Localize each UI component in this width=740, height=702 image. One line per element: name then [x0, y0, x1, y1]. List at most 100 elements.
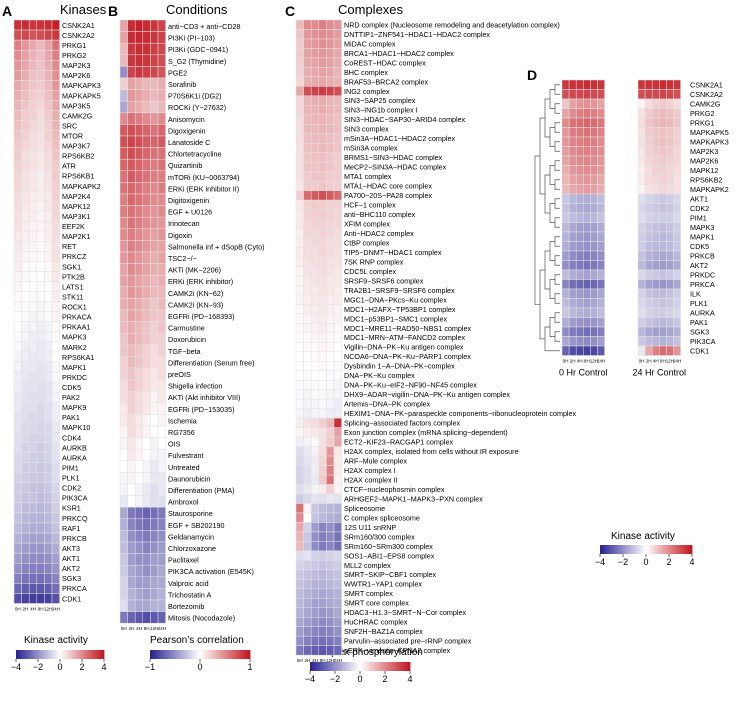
heatmap-cell	[13, 100, 22, 111]
legend-swatch	[665, 545, 668, 554]
heatmap-cell	[318, 171, 327, 182]
heatmap-cell	[51, 100, 60, 111]
legend-swatch	[178, 650, 181, 659]
heatmap-cell	[326, 474, 335, 485]
heatmap-cell	[659, 345, 667, 356]
heatmap-cell	[651, 326, 660, 337]
heatmap-cell	[28, 281, 38, 292]
heatmap-cell	[142, 298, 151, 311]
legend-swatch	[171, 650, 174, 659]
row-label: ILK	[690, 289, 701, 298]
heatmap-cell	[134, 66, 144, 79]
column-label: 8H	[660, 359, 666, 364]
heatmap-cell	[568, 89, 577, 100]
heatmap-cell	[310, 427, 320, 438]
heatmap-cell	[21, 110, 30, 121]
heatmap-cell	[36, 210, 45, 222]
heatmap-cell	[127, 135, 136, 148]
heatmap-cell	[666, 146, 674, 157]
heatmap-cell	[28, 90, 38, 101]
heatmap-cell	[575, 288, 584, 299]
legend-swatch	[29, 650, 32, 659]
heatmap-cell	[51, 80, 60, 91]
heatmap-cell	[13, 402, 22, 413]
row-label: PRKCB	[690, 251, 715, 260]
heatmap-cell	[561, 241, 570, 252]
heatmap-cell	[333, 114, 342, 125]
heatmap-cell	[21, 341, 30, 353]
heatmap-cell	[134, 564, 144, 578]
legend-swatch	[151, 650, 154, 659]
heatmap-cell	[127, 599, 136, 612]
panel-c-legend-title: Complex phosphorylation	[310, 647, 423, 658]
heatmap-cell	[659, 212, 667, 223]
row-label: MARK2	[62, 343, 87, 352]
heatmap-cell	[36, 442, 45, 453]
legend-swatch	[52, 650, 55, 659]
dendrogram-branch	[554, 293, 560, 304]
heatmap-cell	[51, 29, 60, 41]
heatmap-cell	[21, 200, 30, 212]
dendrogram-branch	[554, 274, 560, 285]
heatmap-cell	[659, 98, 667, 109]
panel-b-title: Conditions	[166, 2, 228, 17]
row-label: SMRT complex	[344, 589, 393, 598]
heatmap-cell	[575, 336, 584, 347]
legend-swatch	[58, 650, 61, 659]
panel-a-letter: A	[2, 3, 12, 19]
heatmap-cell	[568, 336, 577, 347]
heatmap-cell	[303, 209, 312, 220]
heatmap-cell	[637, 165, 646, 176]
heatmap-cell	[310, 67, 320, 78]
dendrogram-branch	[539, 117, 545, 195]
column-label: 8H	[144, 626, 150, 631]
panel-c: C Complexes Complex phosphorylation NRD …	[285, 2, 577, 684]
heatmap-cell	[119, 42, 128, 56]
heatmap-cell	[326, 190, 335, 201]
heatmap-cell	[28, 110, 38, 121]
row-label: MAP2K3	[690, 147, 718, 156]
row-label: Digoxin	[168, 231, 192, 240]
heatmap-cell	[157, 321, 166, 334]
heatmap-cell	[597, 222, 605, 233]
heatmap-cell	[142, 263, 151, 276]
row-label: Exon junction complex (mRNA splicing−dep…	[344, 428, 508, 437]
heatmap-cell	[134, 147, 144, 160]
heatmap-cell	[310, 541, 320, 552]
heatmap-cell	[295, 389, 304, 400]
heatmap-cell	[561, 108, 570, 119]
heatmap-cell	[142, 553, 151, 566]
heatmap-cell	[21, 120, 30, 131]
legend-swatch	[213, 650, 216, 659]
heatmap-cell	[310, 645, 320, 656]
heatmap-cell	[310, 86, 320, 97]
legend-tick-label: 0	[643, 557, 648, 567]
heatmap-cell	[575, 155, 584, 166]
legend-swatch	[658, 545, 661, 554]
heatmap-cell	[51, 321, 60, 333]
heatmap-cell	[644, 326, 653, 337]
heatmap-cell	[142, 437, 151, 450]
heatmap-cell	[13, 210, 22, 222]
legend-a: −4 −2 0 2 4	[11, 650, 107, 672]
legend-swatch	[351, 662, 354, 671]
heatmap-cell	[127, 100, 136, 114]
heatmap-cell	[44, 251, 53, 262]
heatmap-cell	[51, 402, 60, 413]
row-label: PI3Ki (GDC−0941)	[168, 45, 228, 54]
heatmap-cell	[644, 279, 653, 290]
row-label: HCF−1 complex	[344, 201, 396, 210]
heatmap-cell	[134, 54, 144, 67]
heatmap-cell	[673, 146, 681, 157]
heatmap-cell	[637, 345, 646, 356]
heatmap-cell	[127, 298, 136, 311]
heatmap-cell	[134, 19, 144, 32]
heatmap-cell	[51, 19, 60, 31]
row-label: H2AX complex I	[344, 466, 396, 475]
row-label: Digitoxigenin	[168, 196, 209, 205]
legend-swatch	[180, 650, 183, 659]
row-label: MGC1−DNA−PKcs−Ku complex	[344, 295, 447, 304]
heatmap-cell	[44, 472, 53, 484]
heatmap-cell	[157, 379, 166, 392]
row-label: PAK1	[690, 318, 708, 327]
